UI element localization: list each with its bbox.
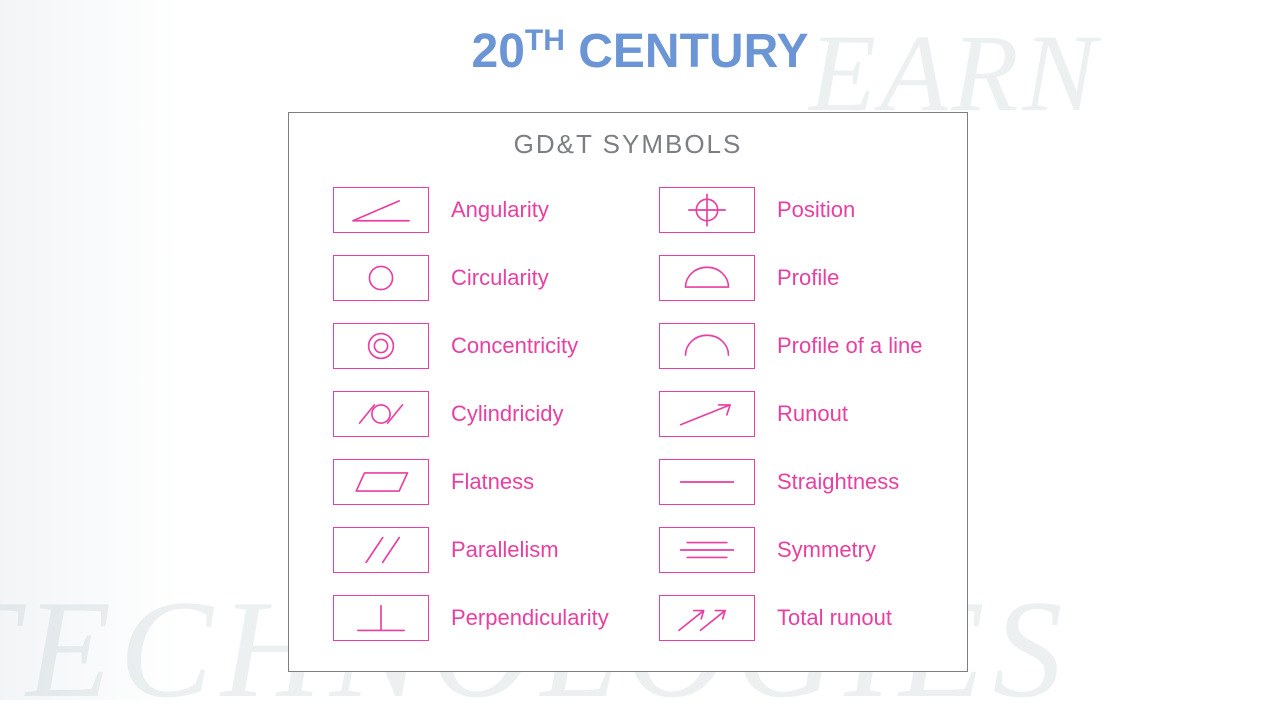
symbol-row: Straightness [659,459,969,505]
symbol-label: Profile of a line [777,333,923,359]
symbol-label: Total runout [777,605,892,631]
perpendicularity-icon [333,595,429,641]
symbol-row: Total runout [659,595,969,641]
title-number: 20 [472,25,525,78]
position-icon [659,187,755,233]
cylindricity-icon [333,391,429,437]
watermark-left-column [0,0,180,700]
straightness-icon [659,459,755,505]
symbol-row: Profile of a line [659,323,969,369]
symbol-label: Runout [777,401,848,427]
symbol-row: Profile [659,255,969,301]
symbol-label: Angularity [451,197,549,223]
flatness-icon [333,459,429,505]
symmetry-icon [659,527,755,573]
symbol-label: Flatness [451,469,534,495]
symbol-label: Cylindricidy [451,401,563,427]
symbols-panel: GD&T SYMBOLS Angularity Circularity Concen… [288,112,968,672]
symbol-row: Symmetry [659,527,969,573]
title-rest: CENTURY [565,25,809,78]
angularity-icon [333,187,429,233]
profile_line-icon [659,323,755,369]
title-ordinal: TH [525,24,565,57]
profile_surface-icon [659,255,755,301]
symbol-label: Perpendicularity [451,605,609,631]
parallelism-icon [333,527,429,573]
symbol-label: Position [777,197,855,223]
symbol-label: Profile [777,265,839,291]
total_runout-icon [659,595,755,641]
concentricity-icon [333,323,429,369]
symbol-label: Circularity [451,265,549,291]
runout-icon [659,391,755,437]
page-title: 20TH CENTURY [0,24,1280,79]
circularity-icon [333,255,429,301]
symbol-label: Symmetry [777,537,876,563]
symbol-label: Straightness [777,469,899,495]
symbol-label: Parallelism [451,537,559,563]
panel-title: GD&T SYMBOLS [289,129,967,160]
symbol-row: Position [659,187,969,233]
symbol-label: Concentricity [451,333,578,359]
symbol-row: Runout [659,391,969,437]
